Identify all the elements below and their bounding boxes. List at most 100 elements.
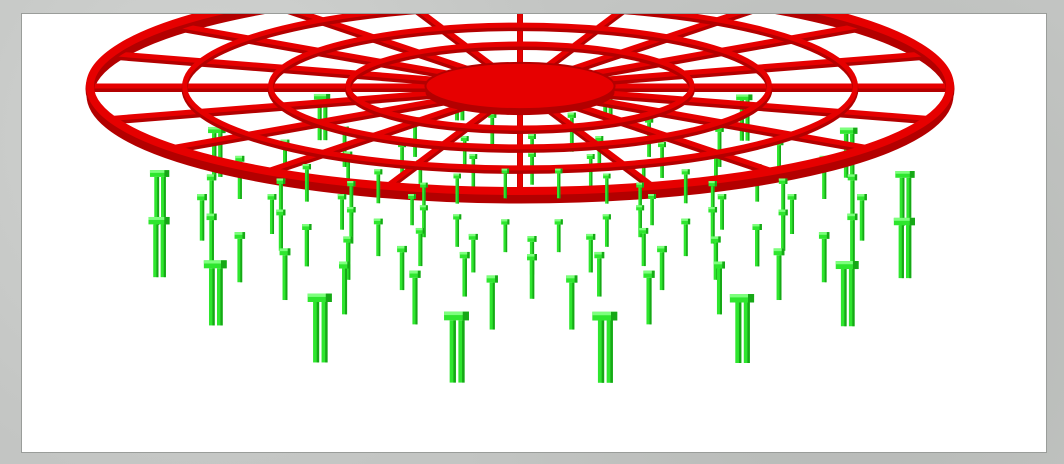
pile-cap-side: [687, 218, 691, 225]
pile-cap: [567, 112, 576, 118]
pile-cap: [715, 126, 724, 132]
pile-shaft-shade: [424, 187, 426, 214]
pile-cap-side: [350, 151, 353, 157]
pile: [681, 218, 691, 257]
pile-shaft-shade: [591, 239, 593, 273]
pile-shaft-shade: [779, 255, 782, 301]
pile-shaft: [160, 224, 166, 278]
pile-cap: [595, 136, 604, 142]
pile-shaft-shade: [783, 215, 786, 251]
pile-cap: [857, 194, 867, 201]
pile-shaft: [489, 282, 495, 330]
pile-shaft: [503, 173, 507, 199]
pile-shaft-shade: [156, 224, 159, 278]
pile-shaft: [650, 198, 654, 226]
pile-shaft: [781, 215, 786, 251]
pile-cap-side: [459, 173, 461, 179]
pile: [420, 182, 428, 214]
pile-shaft-shade: [572, 117, 574, 152]
pile-shaft: [710, 186, 715, 216]
pile-cap: [149, 170, 170, 177]
pile: [374, 169, 383, 204]
pile-shaft: [237, 238, 243, 283]
pile-shaft: [209, 220, 214, 263]
pile-cap: [847, 174, 858, 181]
pile-cap-side: [687, 169, 690, 175]
pile-shaft: [211, 133, 217, 177]
pile-cap-top: [276, 209, 286, 212]
pile-shaft-shade: [824, 161, 827, 199]
pile-cap-side: [344, 194, 347, 200]
pile-shaft: [349, 186, 354, 216]
pile-cap: [267, 194, 277, 200]
pile-cap-side: [308, 164, 312, 170]
pile-cap-top: [527, 254, 537, 257]
pile-cap-side: [592, 154, 595, 160]
pile-cap: [528, 134, 536, 139]
pile-shaft-shade: [457, 178, 459, 204]
pile-shaft-shade: [824, 238, 827, 283]
pile-shaft-shade: [348, 242, 351, 280]
pile-cap-side: [325, 293, 332, 302]
pile-shaft: [710, 212, 715, 244]
pile-shaft: [850, 220, 855, 263]
pile-cap: [206, 213, 217, 221]
pile-cap-top: [501, 168, 509, 171]
pile-cap-top: [206, 213, 217, 217]
3d-viewport[interactable]: [22, 14, 1046, 452]
pile-cap-side: [204, 194, 207, 201]
pile-shaft: [340, 199, 344, 230]
pile-cap: [658, 142, 666, 148]
pile: [302, 164, 312, 202]
pile-shaft-shade: [599, 141, 602, 172]
pile-cap-top: [639, 227, 649, 231]
pile-cap: [681, 218, 691, 225]
pile-shaft-shade: [212, 220, 214, 263]
pile-cap: [594, 251, 605, 259]
pile-shaft-shade: [852, 180, 855, 220]
pile-cap-top: [818, 232, 830, 235]
pile-shaft-shade: [640, 210, 642, 238]
pile-shaft: [638, 210, 642, 238]
pile-cap: [602, 214, 611, 220]
pile-cap: [778, 209, 788, 216]
pile-shaft: [462, 141, 467, 172]
pile-shaft: [556, 224, 561, 253]
pile-cap: [895, 171, 915, 178]
pile-cap-top: [203, 260, 227, 264]
pile-shaft-shade: [607, 219, 609, 247]
pile-cap: [459, 251, 470, 259]
pile-cap: [893, 217, 916, 226]
pile-shaft: [237, 161, 242, 199]
pile-shaft-shade: [348, 156, 351, 189]
pile-cap-top: [501, 219, 510, 222]
pile-cap-side: [718, 236, 721, 243]
pile-shaft-shade: [792, 199, 795, 234]
pile: [486, 275, 498, 330]
pile-shaft: [776, 255, 782, 301]
pile: [347, 181, 356, 216]
pile-cap: [773, 248, 785, 256]
pile-cap-top: [444, 311, 469, 316]
pile-shaft-shade: [420, 233, 423, 267]
roof-ring: [345, 41, 695, 131]
pile-group-double: [592, 311, 618, 383]
piles-front-layer: [148, 164, 916, 383]
pile-group-double: [736, 94, 753, 141]
pile: [603, 173, 611, 204]
pile-cap-side: [353, 206, 356, 213]
pile-cap-side: [287, 248, 291, 256]
pile-shaft-shade: [325, 301, 328, 363]
pile-shaft-shade: [844, 269, 847, 327]
pile: [459, 251, 470, 297]
pile-cap-side: [495, 275, 498, 283]
pile-cap-side: [573, 112, 576, 118]
pile-shaft-shade: [559, 173, 561, 199]
pile-cap-side: [909, 171, 915, 178]
pile-cap-top: [343, 236, 353, 239]
pile: [847, 213, 858, 263]
pile-cap-top: [839, 127, 858, 131]
pile-shaft-shade: [713, 186, 715, 216]
pile-shaft: [906, 177, 912, 226]
pile: [346, 206, 356, 244]
